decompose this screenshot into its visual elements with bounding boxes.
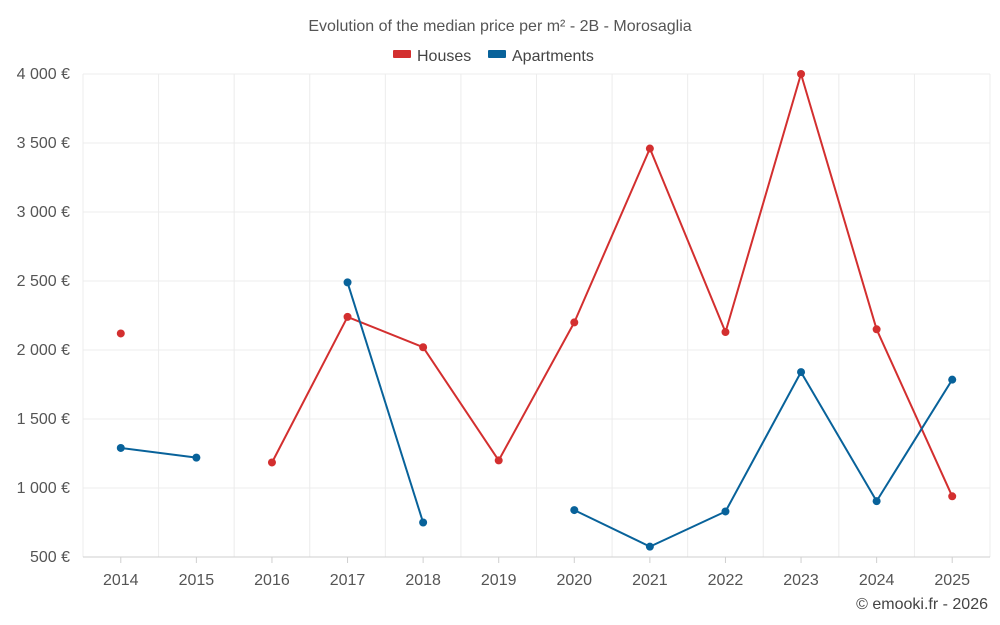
legend-item-houses[interactable]: Houses [393, 48, 471, 65]
x-tick-label: 2024 [859, 572, 895, 589]
legend-item-apartments[interactable]: Apartments [488, 48, 594, 65]
data-point-houses-2016[interactable] [267, 458, 276, 467]
x-tick-label: 2015 [179, 572, 215, 589]
data-point-houses-2024[interactable] [872, 325, 881, 334]
x-tick-label: 2016 [254, 572, 290, 589]
x-tick-label: 2014 [103, 572, 139, 589]
data-point-apartments-2020[interactable] [570, 506, 579, 515]
legend-label-apartments: Apartments [512, 48, 594, 65]
data-point-apartments-2017[interactable] [343, 278, 352, 287]
series-line-apartments [573, 371, 954, 548]
data-point-houses-2014[interactable] [116, 329, 125, 338]
series-line-houses [271, 73, 954, 497]
credit-text: © emooki.fr - 2026 [856, 596, 988, 613]
legend: Houses Apartments [393, 48, 594, 65]
data-point-apartments-2025[interactable] [948, 375, 957, 384]
data-point-apartments-2024[interactable] [872, 497, 881, 506]
grid-layer [82, 73, 991, 558]
legend-swatch-apartments [488, 50, 506, 58]
x-tick-label: 2022 [708, 572, 744, 589]
data-point-apartments-2023[interactable] [797, 368, 806, 377]
series-line-apartments [120, 447, 197, 459]
data-point-houses-2017[interactable] [343, 312, 352, 321]
series-houses [116, 70, 957, 501]
data-point-houses-2022[interactable] [721, 328, 730, 337]
data-point-houses-2023[interactable] [797, 70, 806, 78]
y-tick-label: 2 500 € [17, 273, 70, 290]
axis-layer: 500 € 1 000 € 1 500 € 2 000 € 2 500 € 3 000 €… [17, 66, 970, 589]
x-tick-label: 2017 [330, 572, 366, 589]
x-tick-label: 2025 [934, 572, 970, 589]
y-tick-label: 3 000 € [17, 204, 70, 221]
y-tick-label: 1 000 € [17, 480, 70, 497]
legend-label-houses: Houses [417, 48, 471, 65]
series-layer [116, 70, 957, 551]
series-line-apartments [346, 282, 425, 523]
data-point-apartments-2022[interactable] [721, 507, 730, 516]
x-tick-label: 2023 [783, 572, 819, 589]
y-tick-label: 1 500 € [17, 411, 70, 428]
x-tick-label: 2018 [405, 572, 441, 589]
y-tick-label: 4 000 € [17, 66, 70, 83]
data-point-houses-2018[interactable] [419, 343, 428, 352]
data-point-apartments-2018[interactable] [419, 518, 428, 527]
x-tick-label: 2021 [632, 572, 668, 589]
data-point-houses-2019[interactable] [494, 456, 503, 465]
data-point-apartments-2021[interactable] [645, 542, 654, 551]
x-tick-label: 2020 [556, 572, 592, 589]
chart-title: Evolution of the median price per m² - 2… [308, 18, 691, 35]
data-point-houses-2025[interactable] [948, 492, 957, 501]
legend-swatch-houses [393, 50, 411, 58]
y-tick-label: 3 500 € [17, 135, 70, 152]
data-point-apartments-2015[interactable] [192, 453, 201, 462]
data-point-apartments-2014[interactable] [116, 443, 125, 452]
data-point-houses-2020[interactable] [570, 318, 579, 327]
y-tick-label: 2 000 € [17, 342, 70, 359]
y-tick-label: 500 € [30, 549, 70, 566]
x-tick-label: 2019 [481, 572, 517, 589]
data-point-houses-2021[interactable] [645, 144, 654, 153]
series-apartments [116, 278, 957, 551]
